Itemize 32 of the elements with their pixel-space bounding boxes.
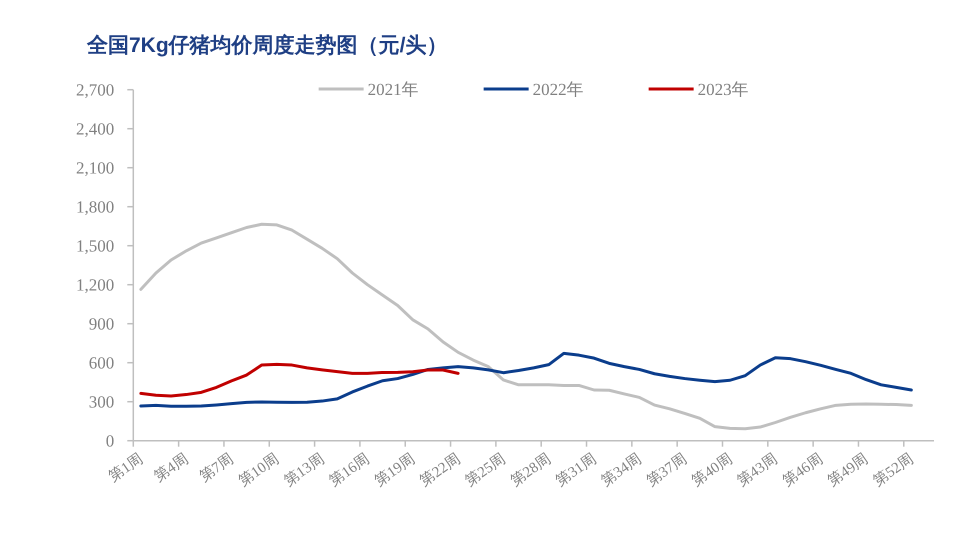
x-tick-label: 第10周 [236,450,282,490]
x-tick-label: 第43周 [734,450,781,490]
x-tick-label: 第16周 [326,450,373,490]
y-tick-label: 1,800 [76,198,114,217]
x-tick-label: 第25周 [462,450,509,490]
y-tick-label: 900 [88,314,114,334]
y-tick-label: 2,700 [76,80,114,100]
y-tick-label: 1,200 [76,276,114,295]
title: 全国7Kg仔猪均价周度走势图（元/头） [87,34,448,57]
x-tick-label: 第46周 [779,450,826,490]
x-tick-label: 第52周 [870,450,917,490]
y-tick-label: 1,500 [76,236,114,256]
x-tick-label: 第34周 [598,450,645,490]
x-tick-label: 第37周 [643,450,690,490]
x-tick-label: 第19周 [371,450,418,490]
legend-label: 2021年 [368,80,419,99]
x-tick-label: 第49周 [824,450,872,490]
y-tick-label: 2,400 [76,120,114,139]
x-tick-label: 第22周 [416,450,464,490]
x-tick-label: 第1周 [106,450,146,486]
legend-label: 2023年 [698,80,749,99]
x-tick-label: 第4周 [151,450,192,486]
y-tick-label: 0 [106,432,114,451]
x-tick-label: 第13周 [280,450,328,490]
x-tick-label: 第31周 [552,450,600,490]
y-tick-label: 600 [88,354,114,373]
y-tick-label: 2,100 [76,158,114,178]
x-tick-label: 第28周 [507,450,554,490]
legend-label: 2022年 [532,80,584,99]
x-tick-label: 第40周 [688,450,736,490]
x-tick-label: 第7周 [196,450,237,486]
y-tick-label: 300 [88,392,114,412]
